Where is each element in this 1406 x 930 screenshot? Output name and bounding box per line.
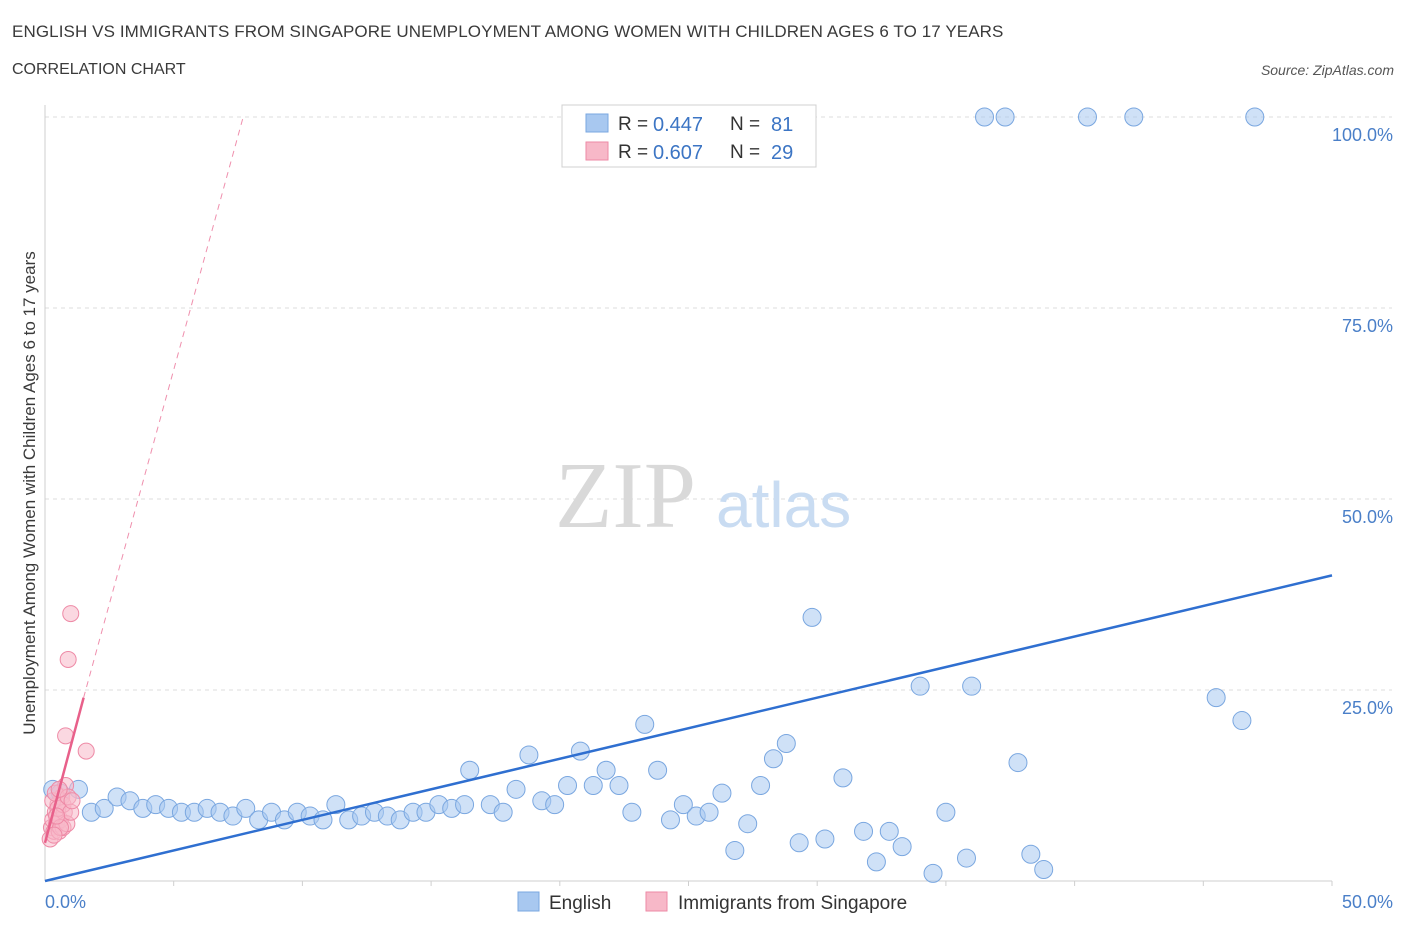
- english-point: [763, 749, 783, 769]
- y-tick-label: 100.0%: [1332, 125, 1393, 145]
- english-point: [545, 795, 565, 815]
- legend-r-value-2: 0.607: [653, 142, 703, 164]
- english-point: [962, 676, 982, 696]
- english-point: [789, 833, 809, 853]
- english-points: [43, 107, 1265, 883]
- english-point: [833, 768, 853, 788]
- singapore-point: [59, 650, 77, 668]
- legend-box: R = 0.447 N = 81 R = 0.607 N = 29: [561, 104, 817, 168]
- english-point: [975, 107, 995, 127]
- chart-title: ENGLISH VS IMMIGRANTS FROM SINGAPORE UNE…: [12, 22, 1004, 41]
- english-point: [751, 776, 771, 795]
- legend-r-value-1: 0.447: [653, 114, 703, 136]
- english-point: [660, 810, 680, 830]
- english-point: [1021, 844, 1041, 864]
- english-point: [1245, 107, 1265, 127]
- english-point: [609, 776, 629, 795]
- english-point: [712, 783, 732, 803]
- english-point: [725, 840, 745, 860]
- chart-subtitle: CORRELATION CHART: [12, 61, 186, 78]
- english-point: [995, 107, 1015, 127]
- english-point: [956, 848, 976, 868]
- legend-n-value-1: 81: [771, 114, 793, 136]
- english-point: [854, 821, 874, 841]
- english-point: [910, 676, 930, 696]
- singapore-trend-line: [43, 697, 85, 844]
- legend-swatch-english: [585, 113, 609, 133]
- singapore-trend-extension: [83, 116, 244, 698]
- english-point: [236, 798, 256, 818]
- english-point: [1206, 688, 1226, 708]
- singapore-point: [62, 605, 80, 623]
- x-tick-label: 50.0%: [1342, 892, 1393, 912]
- legend-n-label-2: N =: [730, 142, 760, 163]
- y-tick-label: 75.0%: [1342, 316, 1393, 336]
- y-tick-label: 25.0%: [1342, 698, 1393, 718]
- x-tick-label: 0.0%: [45, 892, 86, 912]
- axes: [44, 105, 1332, 882]
- english-point: [583, 776, 603, 795]
- english-point: [815, 829, 835, 849]
- english-point: [1124, 107, 1144, 127]
- bottom-legend-swatch-singapore: [645, 891, 668, 912]
- bottom-legend-english: English: [549, 893, 611, 914]
- english-point: [635, 714, 655, 734]
- english-point: [776, 733, 796, 753]
- english-point: [622, 802, 642, 822]
- bottom-legend-singapore: Immigrants from Singapore: [678, 893, 907, 914]
- tick-labels: 100.0% 75.0% 50.0% 25.0% 0.0% 50.0%: [45, 125, 1393, 912]
- legend-swatch-singapore: [585, 141, 609, 161]
- y-axis-label: Unemployment Among Women with Children A…: [20, 251, 39, 735]
- source-note: Source: ZipAtlas.com: [1260, 62, 1394, 78]
- english-point: [699, 802, 719, 822]
- watermark-atlas: atlas: [716, 469, 851, 541]
- singapore-point: [63, 792, 81, 810]
- english-point: [648, 760, 668, 780]
- english-point: [923, 863, 943, 883]
- watermark: ZIP atlas: [555, 444, 851, 548]
- english-point: [1232, 711, 1252, 731]
- legend-r-label-2: R =: [618, 142, 648, 163]
- english-point: [1008, 753, 1028, 773]
- english-point: [506, 779, 526, 799]
- legend-n-label-1: N =: [730, 114, 760, 135]
- english-point: [326, 795, 346, 815]
- english-point: [738, 814, 758, 834]
- english-point: [892, 837, 912, 857]
- english-point: [519, 745, 539, 765]
- english-point: [673, 795, 693, 815]
- bottom-legend: English Immigrants from Singapore: [517, 891, 907, 914]
- english-point: [1034, 860, 1054, 880]
- english-point: [879, 821, 899, 841]
- watermark-zip: ZIP: [555, 444, 696, 548]
- english-point: [455, 795, 475, 815]
- english-point: [558, 776, 578, 795]
- bottom-legend-swatch-english: [517, 891, 540, 912]
- english-point: [1077, 107, 1097, 127]
- singapore-point: [77, 742, 95, 760]
- english-point: [596, 760, 616, 780]
- trend-lines: [43, 116, 1333, 883]
- english-point: [460, 760, 480, 780]
- english-point: [493, 802, 513, 822]
- english-point: [866, 852, 886, 872]
- english-trend-line: [44, 574, 1333, 883]
- legend-n-value-2: 29: [771, 142, 793, 164]
- english-point: [936, 802, 956, 822]
- y-tick-label: 50.0%: [1342, 507, 1393, 527]
- english-point: [94, 798, 114, 818]
- legend-r-label-1: R =: [618, 114, 648, 135]
- english-point: [802, 607, 822, 627]
